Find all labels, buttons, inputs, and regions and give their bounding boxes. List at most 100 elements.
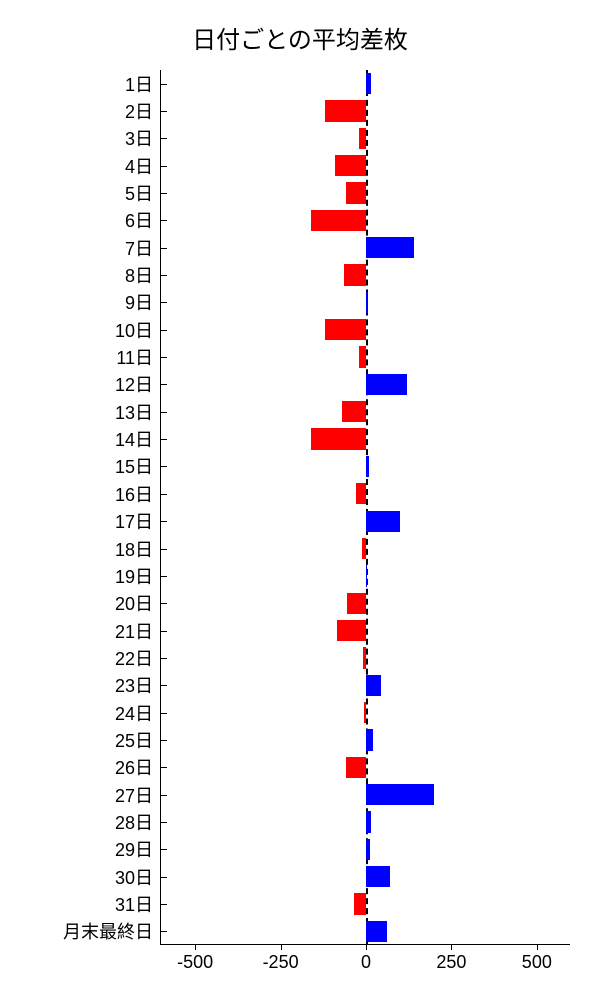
bar: [366, 729, 373, 750]
bar: [354, 893, 366, 914]
bar: [366, 811, 371, 832]
ytick: [161, 248, 167, 249]
y-axis-label: 6日: [125, 207, 161, 233]
ytick: [161, 877, 167, 878]
y-axis-label: 23日: [115, 672, 161, 698]
bar: [335, 155, 366, 176]
ytick: [161, 193, 167, 194]
y-axis-label: 21日: [115, 618, 161, 644]
y-axis-label: 2日: [125, 98, 161, 124]
ytick: [161, 412, 167, 413]
y-axis-label: 7日: [125, 235, 161, 261]
ytick: [161, 275, 167, 276]
y-axis-label: 11日: [116, 344, 161, 370]
bar: [362, 538, 366, 559]
y-axis-label: 20日: [115, 590, 161, 616]
bar: [366, 456, 369, 477]
ytick: [161, 767, 167, 768]
bar: [366, 866, 390, 887]
bar: [359, 346, 366, 367]
y-axis-label: 28日: [115, 809, 161, 835]
bar: [342, 401, 366, 422]
ytick: [161, 357, 167, 358]
ytick: [161, 138, 167, 139]
y-axis-label: 13日: [115, 399, 161, 425]
bar: [366, 374, 407, 395]
x-axis-label: 250: [436, 944, 466, 973]
y-axis-label: 24日: [115, 700, 161, 726]
bar: [366, 73, 371, 94]
y-axis-label: 1日: [125, 71, 161, 97]
ytick: [161, 740, 167, 741]
ytick: [161, 849, 167, 850]
ytick: [161, 576, 167, 577]
y-axis-label: 4日: [125, 153, 161, 179]
y-axis-label: 22日: [115, 645, 161, 671]
ytick: [161, 466, 167, 467]
y-axis-label: 月末最終日: [63, 918, 161, 944]
bar: [344, 264, 366, 285]
bar: [366, 511, 400, 532]
ytick: [161, 658, 167, 659]
bar: [346, 182, 367, 203]
y-axis-label: 19日: [115, 563, 161, 589]
y-axis-label: 16日: [115, 481, 161, 507]
y-axis-label: 14日: [115, 426, 161, 452]
y-axis-label: 29日: [115, 836, 161, 862]
y-axis-label: 5日: [125, 180, 161, 206]
ytick: [161, 795, 167, 796]
bar: [325, 319, 366, 340]
bar: [366, 292, 368, 313]
plot-area: 1日2日3日4日5日6日7日8日9日10日11日12日13日14日15日16日1…: [160, 70, 570, 945]
ytick: [161, 166, 167, 167]
ytick: [161, 904, 167, 905]
x-axis-label: 0: [361, 944, 371, 973]
x-axis-label: -250: [263, 944, 299, 973]
ytick: [161, 822, 167, 823]
ytick: [161, 439, 167, 440]
chart-container: 日付ごとの平均差枚 1日2日3日4日5日6日7日8日9日10日11日12日13日…: [0, 0, 600, 1000]
ytick: [161, 631, 167, 632]
y-axis-label: 31日: [115, 891, 161, 917]
bar: [366, 565, 367, 586]
x-axis-label: 500: [522, 944, 552, 973]
bar: [359, 128, 366, 149]
x-axis-label: -500: [177, 944, 213, 973]
bar: [366, 237, 414, 258]
bar: [346, 757, 367, 778]
ytick: [161, 384, 167, 385]
bar: [325, 100, 366, 121]
ytick: [161, 494, 167, 495]
ytick: [161, 931, 167, 932]
bar: [366, 784, 434, 805]
ytick: [161, 603, 167, 604]
y-axis-label: 17日: [115, 508, 161, 534]
bar: [356, 483, 366, 504]
y-axis-label: 3日: [125, 125, 161, 151]
y-axis-label: 10日: [115, 317, 161, 343]
y-axis-label: 8日: [125, 262, 161, 288]
y-axis-label: 15日: [115, 453, 161, 479]
ytick: [161, 521, 167, 522]
y-axis-label: 18日: [115, 536, 161, 562]
ytick: [161, 330, 167, 331]
bar: [363, 647, 366, 668]
ytick: [161, 302, 167, 303]
bar: [364, 702, 366, 723]
y-axis-label: 9日: [125, 289, 161, 315]
ytick: [161, 685, 167, 686]
y-axis-label: 25日: [115, 727, 161, 753]
bar: [366, 839, 370, 860]
ytick: [161, 220, 167, 221]
ytick: [161, 549, 167, 550]
y-axis-label: 30日: [115, 864, 161, 890]
bar: [311, 428, 366, 449]
y-axis-label: 26日: [115, 754, 161, 780]
y-axis-label: 12日: [115, 371, 161, 397]
ytick: [161, 713, 167, 714]
ytick: [161, 111, 167, 112]
bar: [311, 210, 366, 231]
bar: [366, 921, 387, 942]
y-axis-label: 27日: [115, 782, 161, 808]
ytick: [161, 84, 167, 85]
